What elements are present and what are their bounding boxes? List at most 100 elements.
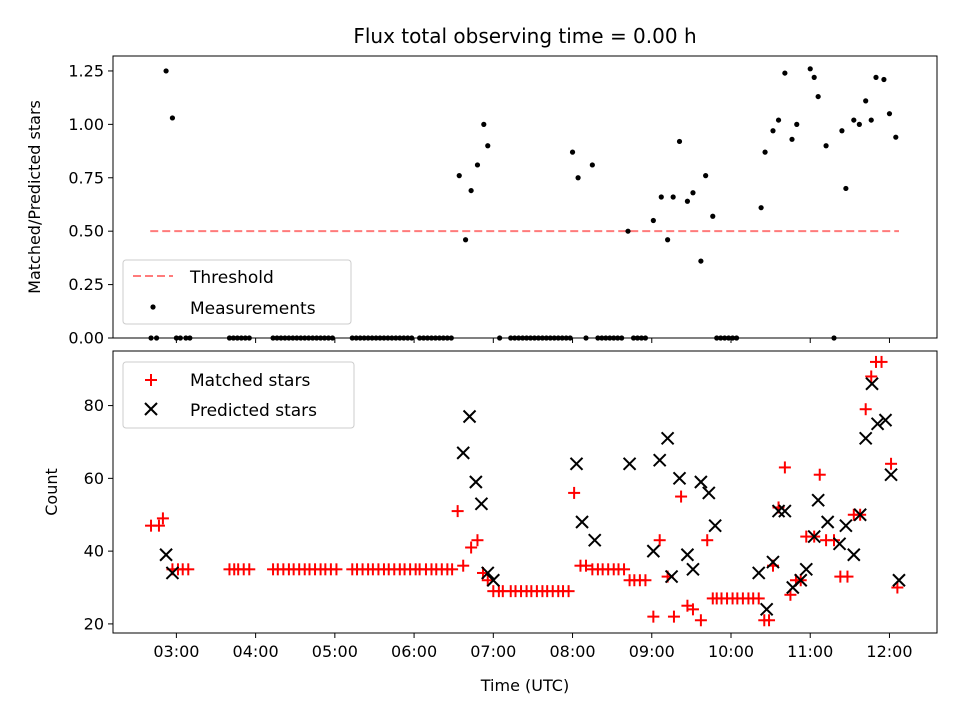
matched-stars-point <box>841 570 854 583</box>
top-legend-box <box>122 259 352 325</box>
matched-stars-point <box>451 505 464 518</box>
predicted-stars-point <box>884 468 898 482</box>
measurement-point <box>690 190 696 196</box>
measurement-point <box>873 74 879 80</box>
matched-stars-point <box>752 592 765 605</box>
measurement-point <box>839 128 845 134</box>
matched-stars-point <box>618 563 631 576</box>
bottom-x-tick-label: 03:00 <box>153 642 199 661</box>
predicted-stars-point <box>474 497 489 511</box>
predicted-stars-point <box>865 377 879 391</box>
predicted-stars-point <box>702 486 716 500</box>
predicted-stars-point <box>892 573 906 587</box>
top-y-tick-label: 1.00 <box>68 115 104 134</box>
predicted-stars-point <box>870 417 885 431</box>
measurement-point <box>863 98 869 104</box>
predicted-stars-point <box>832 537 847 551</box>
matched-stars-point <box>568 486 581 499</box>
predicted-stars-point <box>694 475 708 489</box>
measurement-point <box>794 121 800 127</box>
measurement-point <box>676 138 683 145</box>
predicted-stars-point <box>569 457 584 471</box>
predicted-stars-point <box>165 566 180 580</box>
measurement-point <box>163 68 169 74</box>
measurement-point <box>481 121 487 127</box>
predicted-stars-point <box>686 562 700 577</box>
measurement-point <box>468 187 474 194</box>
measurement-point <box>703 173 709 179</box>
predicted-stars-point <box>456 446 470 460</box>
top-y-axis-label: Matched/Predicted stars <box>25 100 44 294</box>
measurement-point <box>670 194 676 200</box>
measurement-point <box>789 136 795 142</box>
matched-stars-point <box>686 603 699 616</box>
matched-stars-point <box>465 541 478 554</box>
predicted-stars-point <box>481 566 495 580</box>
predicted-stars-point <box>794 573 808 587</box>
matched-stars-point <box>457 559 470 572</box>
predicted-stars-point <box>469 475 483 489</box>
measurement-point <box>650 217 656 224</box>
matched-stars-legend-marker <box>145 374 157 386</box>
measurement-point <box>462 237 469 243</box>
predicted-stars-point <box>778 504 792 518</box>
matched-stars-point <box>828 534 840 547</box>
measurement-point <box>589 162 595 168</box>
matched-stars-point <box>667 610 680 623</box>
bottom-x-tick-label: 06:00 <box>391 642 437 661</box>
matched-stars-point <box>481 574 494 587</box>
matched-stars-point <box>875 355 888 368</box>
bottom-x-tick-label: 11:00 <box>787 642 833 661</box>
bottom-y-tick-label: 40 <box>84 542 104 561</box>
matched-stars-point <box>694 614 707 627</box>
matched-stars-point <box>639 574 652 587</box>
measurement-point <box>851 117 857 123</box>
predicted-stars-point <box>622 457 637 471</box>
matched-stars-point <box>152 519 165 532</box>
bottom-legend: Matched stars Predicted stars <box>122 361 355 429</box>
predicted-stars-point <box>858 431 873 446</box>
matched-stars-legend-label: Matched stars <box>190 371 310 391</box>
measurement-point <box>569 149 576 155</box>
measurement-point <box>485 143 491 149</box>
bottom-x-tick-label: 12:00 <box>866 642 912 661</box>
predicted-stars-point <box>486 573 501 587</box>
predicted-stars-point <box>807 529 821 544</box>
predicted-stars-point <box>159 548 173 562</box>
matched-stars-point <box>446 563 459 576</box>
measurement-point <box>823 143 829 149</box>
bottom-axes-frame <box>112 350 938 634</box>
bottom-x-tick-label: 07:00 <box>470 642 516 661</box>
predicted-stars-point <box>839 518 853 533</box>
bottom-y-ticks: 20 40 60 80 <box>84 396 113 633</box>
top-axes-frame <box>112 55 938 339</box>
bottom-x-tick-label: 08:00 <box>549 642 595 661</box>
predicted-stars-point <box>672 471 687 486</box>
predicted-stars-point <box>766 555 780 569</box>
predicted-stars-point <box>588 533 602 547</box>
matched-stars-point <box>675 490 688 503</box>
matched-stars-point <box>182 563 195 576</box>
matched-stars-point <box>885 457 898 470</box>
measurement-point <box>815 93 821 100</box>
matched-stars-point <box>701 534 714 547</box>
top-y-tick-label: 0.75 <box>68 168 104 187</box>
measurement-point <box>881 76 887 83</box>
matched-stars-point <box>778 461 791 474</box>
matched-stars-point <box>471 534 484 547</box>
matched-stars-point <box>763 614 776 627</box>
top-y-tick-label: 0.25 <box>68 275 104 294</box>
bottom-y-tick-label: 20 <box>84 614 104 633</box>
predicted-stars-point <box>680 548 695 562</box>
measurement-point <box>811 74 817 80</box>
matched-stars-point <box>653 534 666 547</box>
top-panel: Flux total observing time = 0.00 h Match… <box>25 24 938 348</box>
measurement-point <box>456 173 462 179</box>
measurement-point <box>856 121 862 127</box>
top-y-ticks: 0.00 0.25 0.50 0.75 1.00 1.25 <box>68 61 113 348</box>
predicted-stars-point <box>811 493 825 507</box>
bottom-y-tick-label: 60 <box>84 469 104 488</box>
bottom-x-tick-label: 04:00 <box>233 642 279 661</box>
bottom-panel: Count 20 40 60 80 03:00 04:00 05:00 06:00 07:00… <box>42 350 938 695</box>
